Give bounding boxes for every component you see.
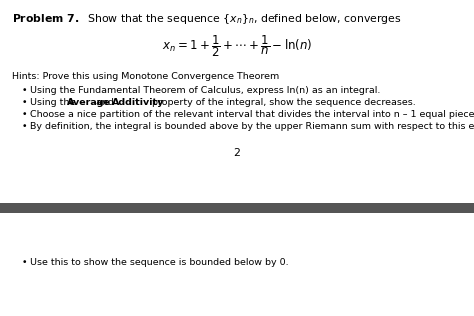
Text: •: • [22, 86, 27, 95]
Text: Using the Fundamental Theorem of Calculus, express ln(n) as an integral.: Using the Fundamental Theorem of Calculu… [30, 86, 380, 95]
Bar [0, 203, 474, 213]
Text: and: and [93, 98, 117, 107]
Text: •: • [22, 258, 27, 267]
Text: $x_n = 1 + \dfrac{1}{2} + \cdots + \dfrac{1}{n} - \ln(n)$: $x_n = 1 + \dfrac{1}{2} + \cdots + \dfra… [162, 33, 312, 59]
Text: 2: 2 [234, 148, 240, 158]
Text: Additivity: Additivity [112, 98, 164, 107]
Text: Choose a nice partition of the relevant interval that divides the interval into : Choose a nice partition of the relevant … [30, 110, 474, 119]
Text: $\mathbf{Problem\ 7.}$  Show that the sequence $\{x_n\}_{n}$, defined below, con: $\mathbf{Problem\ 7.}$ Show that the seq… [12, 12, 401, 26]
Text: Using the: Using the [30, 98, 78, 107]
Text: property of the integral, show the sequence decreases.: property of the integral, show the seque… [149, 98, 416, 107]
Text: •: • [22, 98, 27, 107]
Text: •: • [22, 110, 27, 119]
Text: •: • [22, 122, 27, 131]
Text: By definition, the integral is bounded above by the upper Riemann sum with respe: By definition, the integral is bounded a… [30, 122, 474, 131]
Text: Average: Average [67, 98, 111, 107]
Text: Hints: Prove this using Monotone Convergence Theorem: Hints: Prove this using Monotone Converg… [12, 72, 279, 81]
Text: Use this to show the sequence is bounded below by 0.: Use this to show the sequence is bounded… [30, 258, 289, 267]
